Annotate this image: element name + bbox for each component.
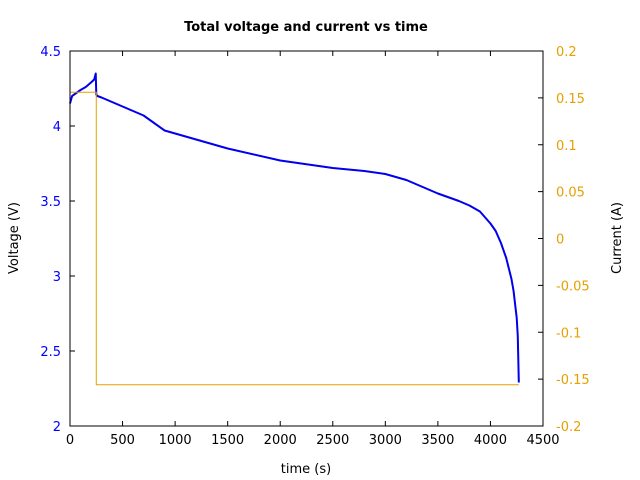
x-axis-label: time (s)	[281, 462, 331, 477]
y-right-tick-label: -0.1	[556, 326, 581, 341]
x-tick-label: 1000	[159, 433, 192, 448]
y-right-tick-label: 0.2	[556, 45, 577, 60]
y-right-tick-label: -0.05	[556, 279, 590, 294]
y-right-tick-label: 0	[556, 233, 564, 248]
x-tick-label: 1500	[211, 433, 244, 448]
x-tick-label: 500	[110, 433, 135, 448]
x-axis: 0 500 1000 1500 2000 2500 3000 3500 4000 4500	[66, 51, 560, 448]
y-right-tick-label: -0.2	[556, 420, 581, 435]
x-tick-label: 2500	[316, 433, 349, 448]
y-axis-right-label: Current (A)	[610, 202, 625, 274]
y-left-tick-label: 4	[53, 120, 61, 135]
y-right-tick-label: 0.05	[556, 186, 585, 201]
y-right-tick-label: -0.15	[556, 373, 590, 388]
y-left-tick-label: 2	[53, 420, 61, 435]
chart-title: Total voltage and current vs time	[184, 20, 428, 35]
y-axis-left: 2 2.5 3 3.5 4 4.5	[40, 45, 75, 435]
x-tick-label: 4000	[474, 433, 507, 448]
y-right-tick-label: 0.1	[556, 139, 577, 154]
y-right-tick-label: 0.15	[556, 92, 585, 107]
current-series-line	[70, 91, 519, 386]
x-tick-label: 2000	[264, 433, 297, 448]
y-axis-right: 0.2 0.15 0.1 0.05 0 -0.05 -0.1 -0.15 -0.2	[538, 45, 590, 435]
y-axis-left-label: Voltage (V)	[7, 202, 22, 274]
x-tick-label: 0	[66, 433, 74, 448]
y-left-tick-label: 3.5	[40, 195, 61, 210]
y-left-tick-label: 2.5	[40, 345, 61, 360]
x-tick-label: 4500	[526, 433, 559, 448]
voltage-series-line	[69, 72, 520, 383]
y-left-tick-label: 4.5	[40, 45, 61, 60]
x-tick-label: 3000	[369, 433, 402, 448]
plot-area	[69, 72, 520, 386]
plot-frame	[69, 50, 544, 427]
y-left-tick-label: 3	[53, 270, 61, 285]
x-tick-label: 3500	[421, 433, 454, 448]
